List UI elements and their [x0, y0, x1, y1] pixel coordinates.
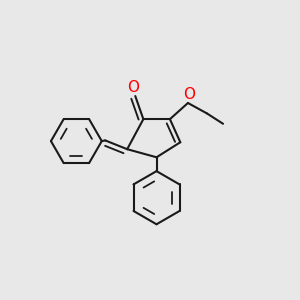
- Text: O: O: [127, 80, 139, 95]
- Text: O: O: [183, 87, 195, 102]
